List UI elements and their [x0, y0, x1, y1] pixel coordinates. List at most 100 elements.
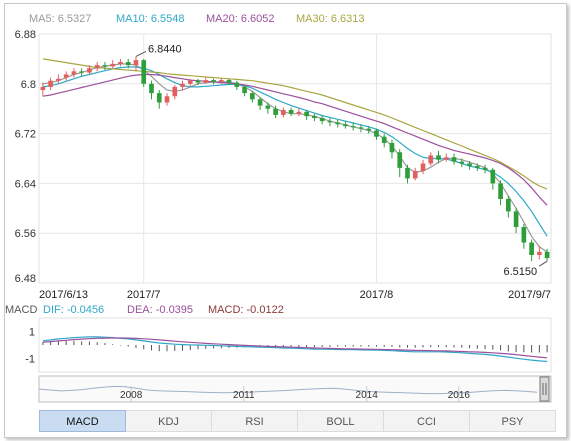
- candle-body: [405, 167, 410, 179]
- candle-body: [40, 86, 46, 91]
- price-y-tick-label: 6.72: [15, 129, 36, 141]
- navigator-year-label: 2014: [356, 390, 379, 401]
- macd-plot-border: [38, 317, 552, 373]
- candle-body: [226, 80, 232, 83]
- candle-body: [366, 128, 372, 131]
- candle-body: [149, 83, 154, 94]
- candle-body: [490, 169, 496, 184]
- high-annotation: 6.8440: [148, 43, 182, 55]
- candle-body: [374, 130, 379, 137]
- ma10-line: [42, 66, 548, 237]
- candle-body: [218, 80, 224, 82]
- candle-body: [288, 109, 294, 114]
- candle-body: [498, 183, 503, 199]
- tab-rsi[interactable]: RSI: [212, 410, 298, 432]
- ma20-legend: MA20: 6.6052: [206, 13, 275, 25]
- candle-body: [335, 122, 340, 125]
- candle-body: [474, 165, 480, 168]
- price-y-tick-label: 6.8: [21, 79, 36, 91]
- navigator-year-label: 2011: [233, 390, 255, 401]
- candle-body: [327, 121, 333, 123]
- navigator-year-label: 2016: [448, 390, 471, 401]
- candle-body: [521, 226, 527, 243]
- navigator-frame: [38, 375, 552, 403]
- candle-body: [242, 86, 247, 94]
- candle-body: [281, 109, 286, 115]
- candle-body: [125, 62, 131, 66]
- candle-body: [48, 80, 53, 87]
- tab-psy[interactable]: PSY: [470, 410, 556, 432]
- candle-body: [273, 108, 278, 115]
- macd-tag: MACD: [5, 304, 38, 316]
- candle-body: [428, 155, 434, 164]
- candle-body: [79, 71, 84, 73]
- candle-body: [459, 161, 465, 164]
- candle-body: [537, 251, 542, 255]
- candle-body: [164, 96, 170, 103]
- candle-body: [118, 62, 123, 64]
- price-y-tick-label: 6.88: [15, 29, 36, 41]
- tab-kdj[interactable]: KDJ: [126, 410, 212, 432]
- candle-body: [397, 152, 403, 168]
- candle-body: [156, 93, 162, 103]
- candle-body: [443, 157, 449, 160]
- candle-body: [133, 60, 139, 66]
- candle-body: [63, 74, 69, 78]
- dea-line: [42, 337, 548, 359]
- macd-y-tick-label: 1: [29, 327, 35, 339]
- candle-body: [389, 142, 395, 153]
- tab-boll[interactable]: BOLL: [298, 410, 384, 432]
- annotation-leader: [538, 260, 548, 267]
- dif-legend: DIF: -0.0456: [43, 304, 105, 316]
- candle-body: [172, 86, 178, 97]
- candle-body: [141, 60, 147, 84]
- tab-cci[interactable]: CCI: [384, 410, 470, 432]
- candle-body: [102, 65, 108, 67]
- ma20-line: [42, 73, 548, 206]
- candle-body: [312, 116, 317, 119]
- candle-body: [211, 80, 216, 82]
- ma30-line: [42, 58, 548, 190]
- date-tick-label: 2017/6/13: [39, 289, 88, 301]
- candle-body: [187, 80, 193, 84]
- navigator-series-line: [38, 385, 538, 395]
- candle-body: [203, 80, 209, 83]
- macd-value-legend: MACD: -0.0122: [208, 304, 284, 316]
- date-tick-label: 2017/8: [360, 289, 394, 301]
- candle-body: [506, 198, 511, 212]
- candle-body: [87, 68, 92, 73]
- candle-body: [358, 127, 364, 129]
- candle-body: [319, 118, 325, 122]
- candle-body: [451, 157, 457, 162]
- macd-y-tick-label: -1: [25, 354, 35, 366]
- ma30-legend: MA30: 6.6313: [296, 13, 365, 25]
- candle-body: [250, 93, 255, 100]
- candle-body: [412, 170, 418, 179]
- price-y-tick-label: 6.64: [15, 178, 36, 190]
- candle-body: [529, 242, 534, 255]
- tab-macd[interactable]: MACD: [39, 410, 126, 432]
- candle-body: [436, 155, 441, 160]
- ma10-legend: MA10: 6.5548: [116, 13, 185, 25]
- ma5-line: [42, 63, 548, 253]
- candle-body: [265, 105, 271, 109]
- candle-body: [296, 111, 302, 114]
- date-tick-label: 2017/7: [127, 289, 161, 301]
- candle-body: [110, 63, 116, 67]
- candle-body: [350, 126, 356, 128]
- candle-body: [257, 99, 263, 106]
- candle-body: [56, 78, 61, 81]
- candle-body: [180, 83, 185, 87]
- navigator-handle[interactable]: [539, 376, 550, 402]
- low-annotation: 6.5150: [503, 266, 537, 278]
- candle-body: [94, 65, 100, 69]
- candle-body: [304, 111, 309, 117]
- candle-body: [513, 211, 519, 227]
- indicator-tabs: MACD KDJ RSI BOLL CCI PSY: [39, 410, 556, 432]
- candle-body: [71, 71, 77, 75]
- price-y-tick-label: 6.56: [15, 228, 36, 240]
- chart-frame: 6.88 6.8 6.72 6.64 6.56 6.48 2017/6/13 2017/7 20…: [4, 3, 567, 438]
- price-y-tick-label: 6.48: [15, 273, 36, 285]
- candle-body: [234, 82, 240, 87]
